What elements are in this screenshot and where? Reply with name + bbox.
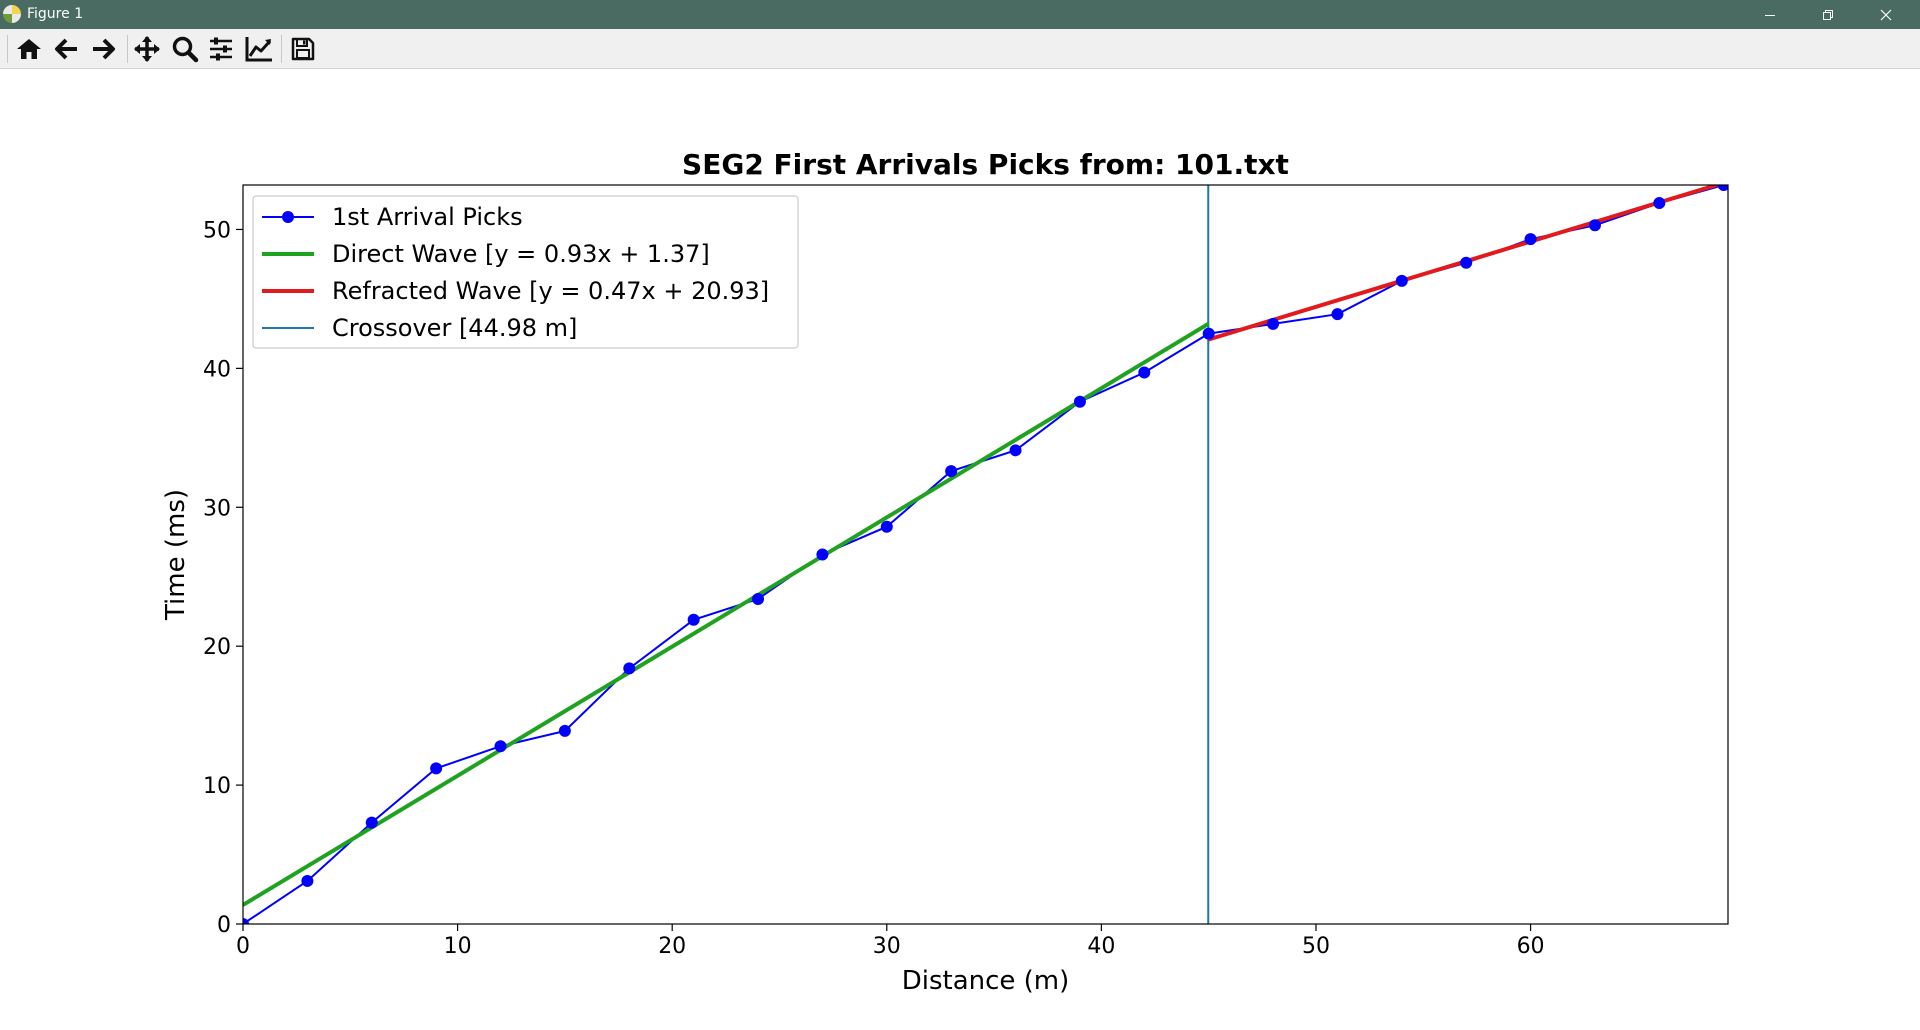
x-tick-label: 0 <box>236 934 250 959</box>
legend: 1st Arrival Picks Direct Wave [y = 0.93x … <box>252 195 799 349</box>
y-tick-label: 0 <box>217 913 231 938</box>
pick-point <box>1653 197 1666 210</box>
plot-area <box>243 185 1728 924</box>
configure-subplots-icon <box>210 37 232 61</box>
pick-point <box>880 520 893 533</box>
y-tick-label: 30 <box>203 496 231 521</box>
pick-point <box>1395 274 1408 287</box>
pick-point <box>494 740 507 753</box>
legend-label: 1st Arrival Picks <box>332 203 523 231</box>
toolbar-separator <box>127 35 128 63</box>
app-icon <box>3 5 21 23</box>
save-button[interactable] <box>287 34 319 64</box>
legend-label: Crossover [44.98 m] <box>332 314 577 342</box>
figure-canvas[interactable]: SEG2 First Arrivals Picks from: 101.txt 0… <box>0 69 1920 1030</box>
pick-point <box>365 816 378 829</box>
y-tick-label: 20 <box>203 635 231 660</box>
pick-point <box>1588 219 1601 232</box>
chart[interactable]: SEG2 First Arrivals Picks from: 101.txt 0… <box>0 69 1920 1030</box>
pick-point <box>558 724 571 737</box>
minimize-icon <box>1765 14 1775 16</box>
x-tick-label: 30 <box>873 934 901 959</box>
forward-button[interactable] <box>87 34 119 64</box>
pick-point <box>1460 256 1473 269</box>
x-tick-label: 50 <box>1302 934 1330 959</box>
toolbar-separator <box>281 35 282 63</box>
pick-point <box>1717 185 1728 191</box>
x-tick-label: 40 <box>1087 934 1115 959</box>
pick-point <box>1267 317 1280 330</box>
y-tick-label: 50 <box>203 218 231 243</box>
window-titlebar: Figure 1 <box>0 0 1920 29</box>
pick-point <box>816 548 829 561</box>
pick-point <box>687 613 700 626</box>
legend-label: Refracted Wave [y = 0.47x + 20.93] <box>332 277 769 305</box>
pick-point <box>623 662 636 675</box>
home-icon <box>17 39 41 59</box>
y-tick-label: 10 <box>203 774 231 799</box>
home-button[interactable] <box>13 34 45 64</box>
close-button[interactable] <box>1863 0 1909 29</box>
pick-point <box>1524 233 1537 246</box>
back-arrow-icon <box>55 38 77 60</box>
pick-point <box>945 465 958 478</box>
y-axis-label: Time (ms) <box>161 489 191 621</box>
configure-subplots-button[interactable] <box>205 34 237 64</box>
window-title: Figure 1 <box>27 6 84 22</box>
toolbar <box>0 29 1920 69</box>
pick-point <box>1331 308 1344 321</box>
x-tick-label: 10 <box>444 934 472 959</box>
pick-point <box>1202 327 1215 340</box>
restore-button[interactable] <box>1805 0 1851 29</box>
pick-point <box>1073 395 1086 408</box>
y-tick-label: 40 <box>203 357 231 382</box>
legend-label: Direct Wave [y = 0.93x + 1.37] <box>332 240 710 268</box>
toolbar-separator <box>7 35 8 63</box>
minimize-button[interactable] <box>1747 0 1793 29</box>
chart-title: SEG2 First Arrivals Picks from: 101.txt <box>682 148 1289 181</box>
pan-button[interactable] <box>131 34 163 64</box>
series-direct-wave-line <box>243 321 1210 907</box>
edit-axis-icon <box>245 37 272 62</box>
close-icon <box>1880 9 1892 20</box>
pick-point <box>1009 444 1022 457</box>
legend-box <box>252 195 799 349</box>
pick-point <box>752 592 765 605</box>
x-tick-label: 60 <box>1517 934 1545 959</box>
x-tick-label: 20 <box>658 934 686 959</box>
pick-point <box>1138 366 1151 379</box>
save-icon <box>291 37 315 61</box>
pick-point <box>243 918 249 924</box>
x-axis-label: Distance (m) <box>902 966 1070 996</box>
pick-point <box>301 874 314 887</box>
edit-axis-button[interactable] <box>243 34 275 64</box>
zoom-button[interactable] <box>169 34 201 64</box>
restore-icon <box>1823 9 1833 20</box>
pan-icon <box>134 36 160 62</box>
zoom-icon <box>172 36 199 63</box>
plot-frame <box>242 184 1729 925</box>
legend-marker <box>282 211 294 223</box>
forward-arrow-icon <box>93 38 115 60</box>
back-button[interactable] <box>51 34 83 64</box>
pick-point <box>430 762 443 775</box>
